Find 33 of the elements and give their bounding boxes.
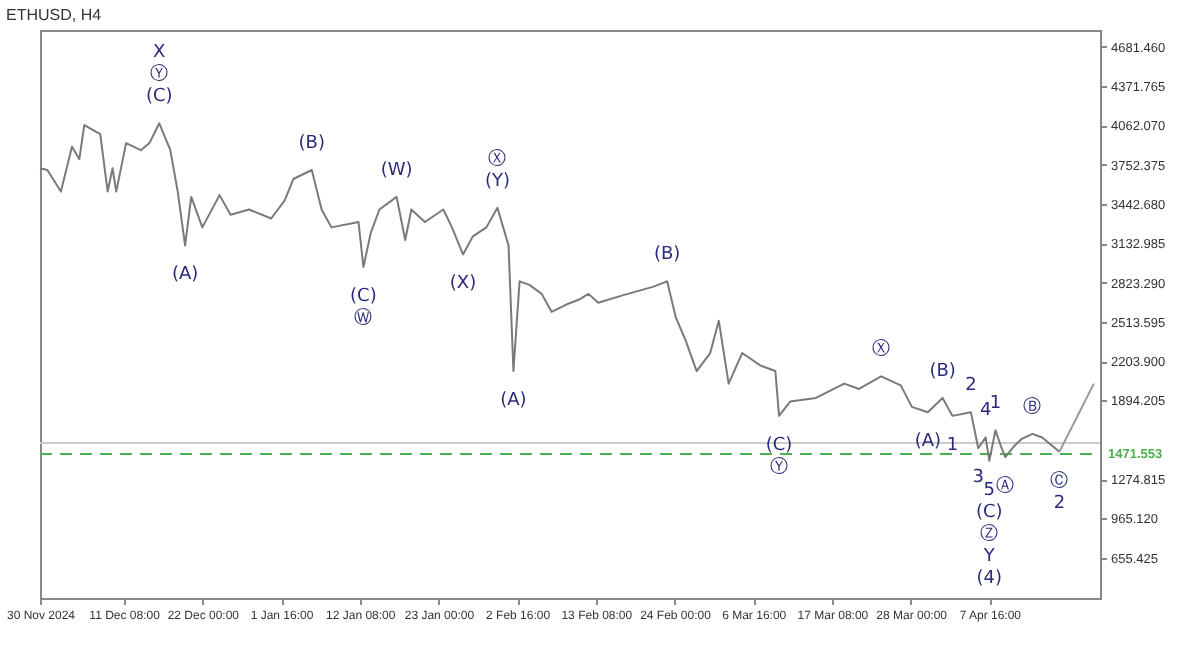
annotation: Ⓧ xyxy=(872,338,891,361)
annotation: (X) xyxy=(449,274,477,295)
annotation: (A) xyxy=(914,432,942,453)
annotation: 2 xyxy=(1053,493,1066,514)
annotation: (W) xyxy=(380,160,413,181)
annotation: 4 xyxy=(979,401,992,422)
annotation: Ⓨ xyxy=(150,63,169,86)
annotation: Y xyxy=(981,546,996,567)
annotation: (4) xyxy=(976,568,1003,589)
annotation: (B) xyxy=(929,361,956,382)
annotation: (A) xyxy=(171,265,199,286)
annotation: 5 xyxy=(983,480,996,501)
annotation: Ⓒ xyxy=(1050,469,1069,492)
annotation: (Y) xyxy=(484,171,510,192)
annotation: Ⓧ xyxy=(488,147,507,170)
annotation: (A) xyxy=(500,391,527,412)
annotation: (B) xyxy=(298,134,325,154)
annotation: 1 xyxy=(989,394,1002,415)
annotation: (C) xyxy=(976,502,1003,523)
annotation: Ⓩ xyxy=(980,522,999,545)
annotation: (C) xyxy=(765,435,793,456)
annotation: Ⓦ xyxy=(354,306,373,329)
annotation: 2 xyxy=(965,376,977,397)
annotation: (B) xyxy=(653,245,681,266)
annotation: X xyxy=(153,43,166,64)
chart-title: ETHUSD, H4 xyxy=(5,6,103,24)
annotation: Ⓑ xyxy=(1023,395,1042,418)
annotation: Ⓨ xyxy=(770,455,789,478)
annotation: 1 xyxy=(946,435,959,456)
annotation: (C) xyxy=(350,286,377,307)
annotation: Ⓐ xyxy=(996,475,1015,498)
annotation: 3 xyxy=(972,468,984,489)
annotation: (C) xyxy=(145,87,173,108)
